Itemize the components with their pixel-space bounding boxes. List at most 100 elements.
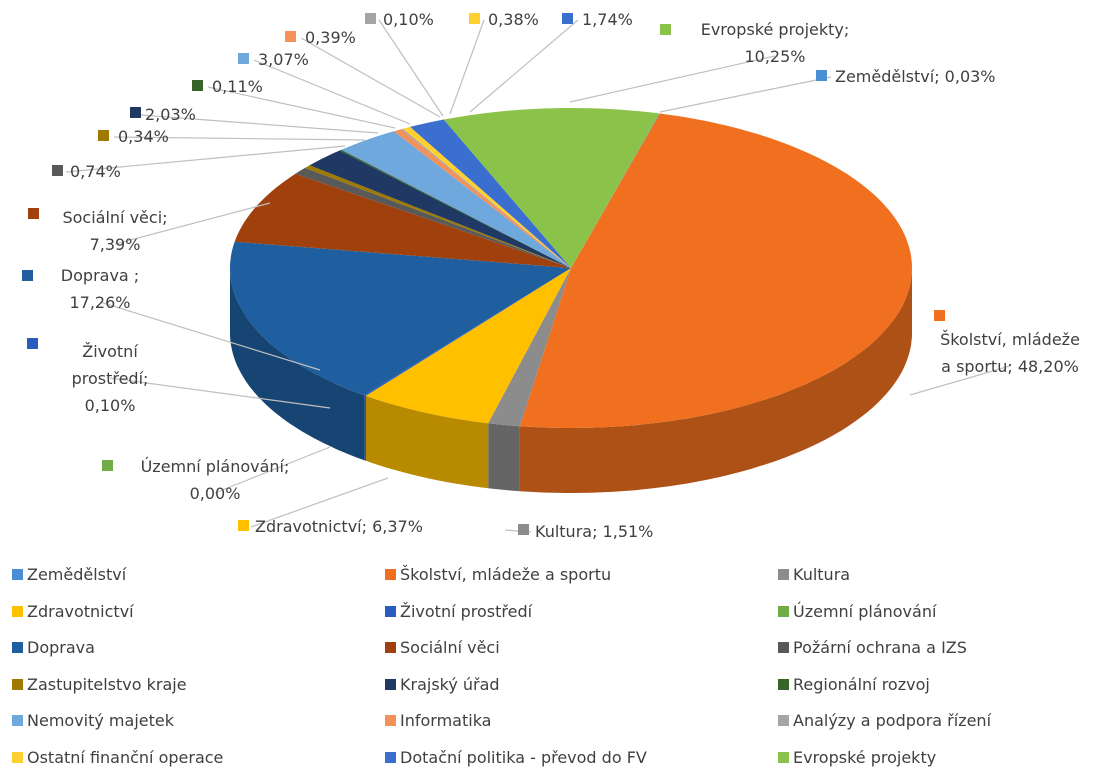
leader-line bbox=[113, 136, 366, 141]
legend-swatch bbox=[12, 678, 23, 690]
legend-entry: Informatika bbox=[385, 711, 491, 730]
data-label: Sociální věci; 7,39% bbox=[62, 208, 168, 254]
slice bbox=[519, 113, 912, 428]
slice bbox=[410, 119, 571, 268]
data-label: 0,10% bbox=[383, 10, 434, 29]
leader-line bbox=[214, 446, 331, 494]
legend-swatch bbox=[778, 605, 789, 617]
leader-line bbox=[140, 114, 379, 134]
slice bbox=[401, 128, 571, 268]
label-key bbox=[816, 70, 827, 81]
leader-line bbox=[300, 37, 441, 118]
label-key bbox=[102, 460, 113, 471]
leader-line bbox=[99, 301, 321, 371]
legend-label: Krajský úřad bbox=[400, 674, 500, 694]
legend-label: Dotační politika - převod do FV bbox=[400, 747, 647, 767]
legend-swatch bbox=[385, 715, 396, 726]
slice-side bbox=[364, 395, 366, 461]
legend-entry: Školství, mládeže a sportu bbox=[385, 565, 611, 584]
legend-entry: Zastupitelstvo kraje bbox=[12, 675, 187, 694]
label-key bbox=[192, 80, 203, 91]
slice bbox=[488, 268, 571, 427]
label-key bbox=[285, 31, 296, 42]
legend-entry: Požární ochrana a IZS bbox=[778, 638, 967, 657]
data-label: 0,74% bbox=[70, 162, 121, 181]
slice bbox=[230, 241, 571, 396]
slice-side bbox=[488, 423, 520, 492]
label-key bbox=[660, 24, 671, 35]
slice-side bbox=[519, 268, 912, 493]
legend-label: Školství, mládeže a sportu bbox=[400, 565, 612, 584]
label-key bbox=[238, 520, 249, 531]
label-key bbox=[469, 13, 480, 24]
legend-label: Doprava bbox=[27, 638, 95, 657]
legend-label: Zdravotnictví bbox=[27, 601, 134, 621]
slice bbox=[309, 150, 571, 268]
data-label: Zdravotnictví; 6,37% bbox=[255, 517, 423, 536]
data-label: 0,39% bbox=[305, 28, 356, 47]
legend-entry: Sociální věci bbox=[385, 638, 500, 657]
label-key bbox=[52, 165, 63, 176]
legend-label: Informatika bbox=[400, 711, 492, 730]
data-label: Školství, mládeže a sportu; 48,20% bbox=[940, 330, 1080, 376]
legend-swatch bbox=[12, 715, 23, 726]
legend-swatch bbox=[385, 678, 396, 690]
data-label: 1,74% bbox=[582, 10, 633, 29]
legend-label: Sociální věci bbox=[400, 638, 500, 657]
legend-entry: Životní prostředí bbox=[385, 602, 532, 621]
legend-swatch bbox=[385, 751, 396, 763]
legend-entry: Kultura bbox=[778, 565, 850, 584]
legend-swatch bbox=[12, 605, 23, 617]
legend-label: Zemědělství bbox=[27, 565, 127, 584]
legend-swatch bbox=[778, 715, 789, 726]
legend-label: Ostatní finanční operace bbox=[27, 747, 224, 767]
label-key bbox=[934, 310, 945, 321]
data-label: Kultura; 1,51% bbox=[535, 522, 654, 541]
legend-label: Kultura bbox=[793, 565, 851, 584]
label-key bbox=[98, 130, 109, 141]
legend-swatch bbox=[12, 569, 23, 580]
leader-line bbox=[250, 477, 389, 528]
data-label: 0,11% bbox=[212, 77, 263, 96]
leader-line bbox=[109, 377, 331, 409]
leader-line bbox=[253, 59, 411, 125]
legend-entry: Zemědělství bbox=[12, 565, 126, 584]
legend-swatch bbox=[385, 642, 396, 653]
slice bbox=[341, 131, 571, 268]
label-key bbox=[27, 338, 38, 349]
leader-line bbox=[449, 19, 485, 115]
legend-label: Evropské projekty bbox=[793, 747, 937, 767]
legend-entry: Analýzy a podpora řízení bbox=[778, 711, 991, 730]
legend-entry: Dotační politika - převod do FV bbox=[385, 748, 647, 767]
leader-line bbox=[909, 365, 1011, 396]
legend-entry: Zdravotnictví bbox=[12, 602, 134, 621]
legend-label: Životní prostředí bbox=[400, 601, 533, 621]
data-label: 2,03% bbox=[145, 105, 196, 124]
legend-label: Zastupitelstvo kraje bbox=[27, 674, 187, 694]
legend-label: Nemovitý majetek bbox=[27, 711, 174, 730]
leader-line bbox=[378, 19, 444, 117]
data-label: 0,38% bbox=[488, 10, 539, 29]
legend-swatch bbox=[12, 751, 23, 763]
slice bbox=[443, 108, 660, 268]
legend-swatch bbox=[778, 751, 789, 763]
legend-entry: Nemovitý majetek bbox=[12, 711, 174, 730]
label-key bbox=[22, 270, 33, 281]
data-label: Evropské projekty; 10,25% bbox=[700, 20, 850, 66]
label-key bbox=[518, 524, 529, 535]
legend-swatch bbox=[385, 605, 396, 617]
label-key bbox=[365, 13, 376, 24]
label-key bbox=[130, 107, 141, 118]
legend-entry: Ostatní finanční operace bbox=[12, 748, 223, 767]
slice bbox=[339, 149, 571, 268]
slice bbox=[393, 129, 571, 268]
slice bbox=[295, 167, 571, 268]
data-label: Životní prostředí; 0,10% bbox=[71, 342, 149, 415]
leader-line bbox=[207, 86, 396, 129]
legend-label: Analýzy a podpora řízení bbox=[793, 711, 992, 730]
legend-entry: Doprava bbox=[12, 638, 95, 657]
legend-swatch bbox=[778, 642, 789, 653]
legend-entry: Regionální rozvoj bbox=[778, 675, 930, 694]
legend-label: Územní plánování bbox=[793, 601, 937, 621]
